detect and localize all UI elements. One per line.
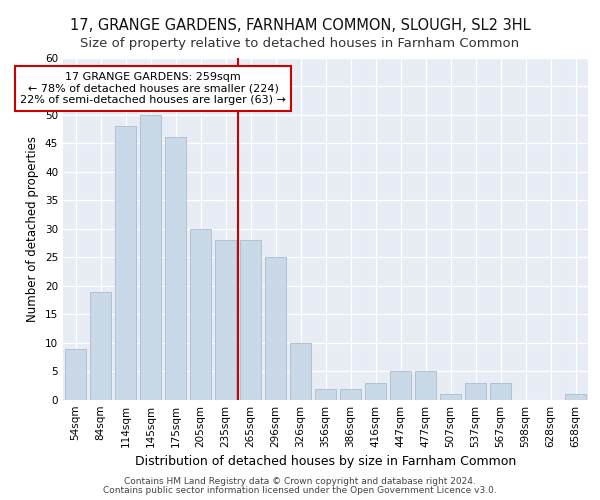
Bar xyxy=(240,240,261,400)
Bar xyxy=(115,126,136,400)
Bar xyxy=(340,388,361,400)
Y-axis label: Number of detached properties: Number of detached properties xyxy=(26,136,40,322)
Bar xyxy=(415,372,436,400)
Text: Contains public sector information licensed under the Open Government Licence v3: Contains public sector information licen… xyxy=(103,486,497,495)
Bar xyxy=(265,258,286,400)
Bar xyxy=(290,343,311,400)
Bar xyxy=(90,292,111,400)
Bar xyxy=(465,383,486,400)
Bar xyxy=(440,394,461,400)
Text: Contains HM Land Registry data © Crown copyright and database right 2024.: Contains HM Land Registry data © Crown c… xyxy=(124,477,476,486)
Bar xyxy=(390,372,411,400)
Bar xyxy=(565,394,586,400)
Bar xyxy=(140,114,161,400)
Bar xyxy=(215,240,236,400)
Bar xyxy=(190,229,211,400)
Text: Size of property relative to detached houses in Farnham Common: Size of property relative to detached ho… xyxy=(80,38,520,51)
Bar xyxy=(490,383,511,400)
Bar xyxy=(315,388,336,400)
Text: 17, GRANGE GARDENS, FARNHAM COMMON, SLOUGH, SL2 3HL: 17, GRANGE GARDENS, FARNHAM COMMON, SLOU… xyxy=(70,18,530,32)
Bar xyxy=(65,348,86,400)
X-axis label: Distribution of detached houses by size in Farnham Common: Distribution of detached houses by size … xyxy=(135,456,516,468)
Text: 17 GRANGE GARDENS: 259sqm
← 78% of detached houses are smaller (224)
22% of semi: 17 GRANGE GARDENS: 259sqm ← 78% of detac… xyxy=(20,72,286,105)
Bar xyxy=(365,383,386,400)
Bar xyxy=(165,138,186,400)
